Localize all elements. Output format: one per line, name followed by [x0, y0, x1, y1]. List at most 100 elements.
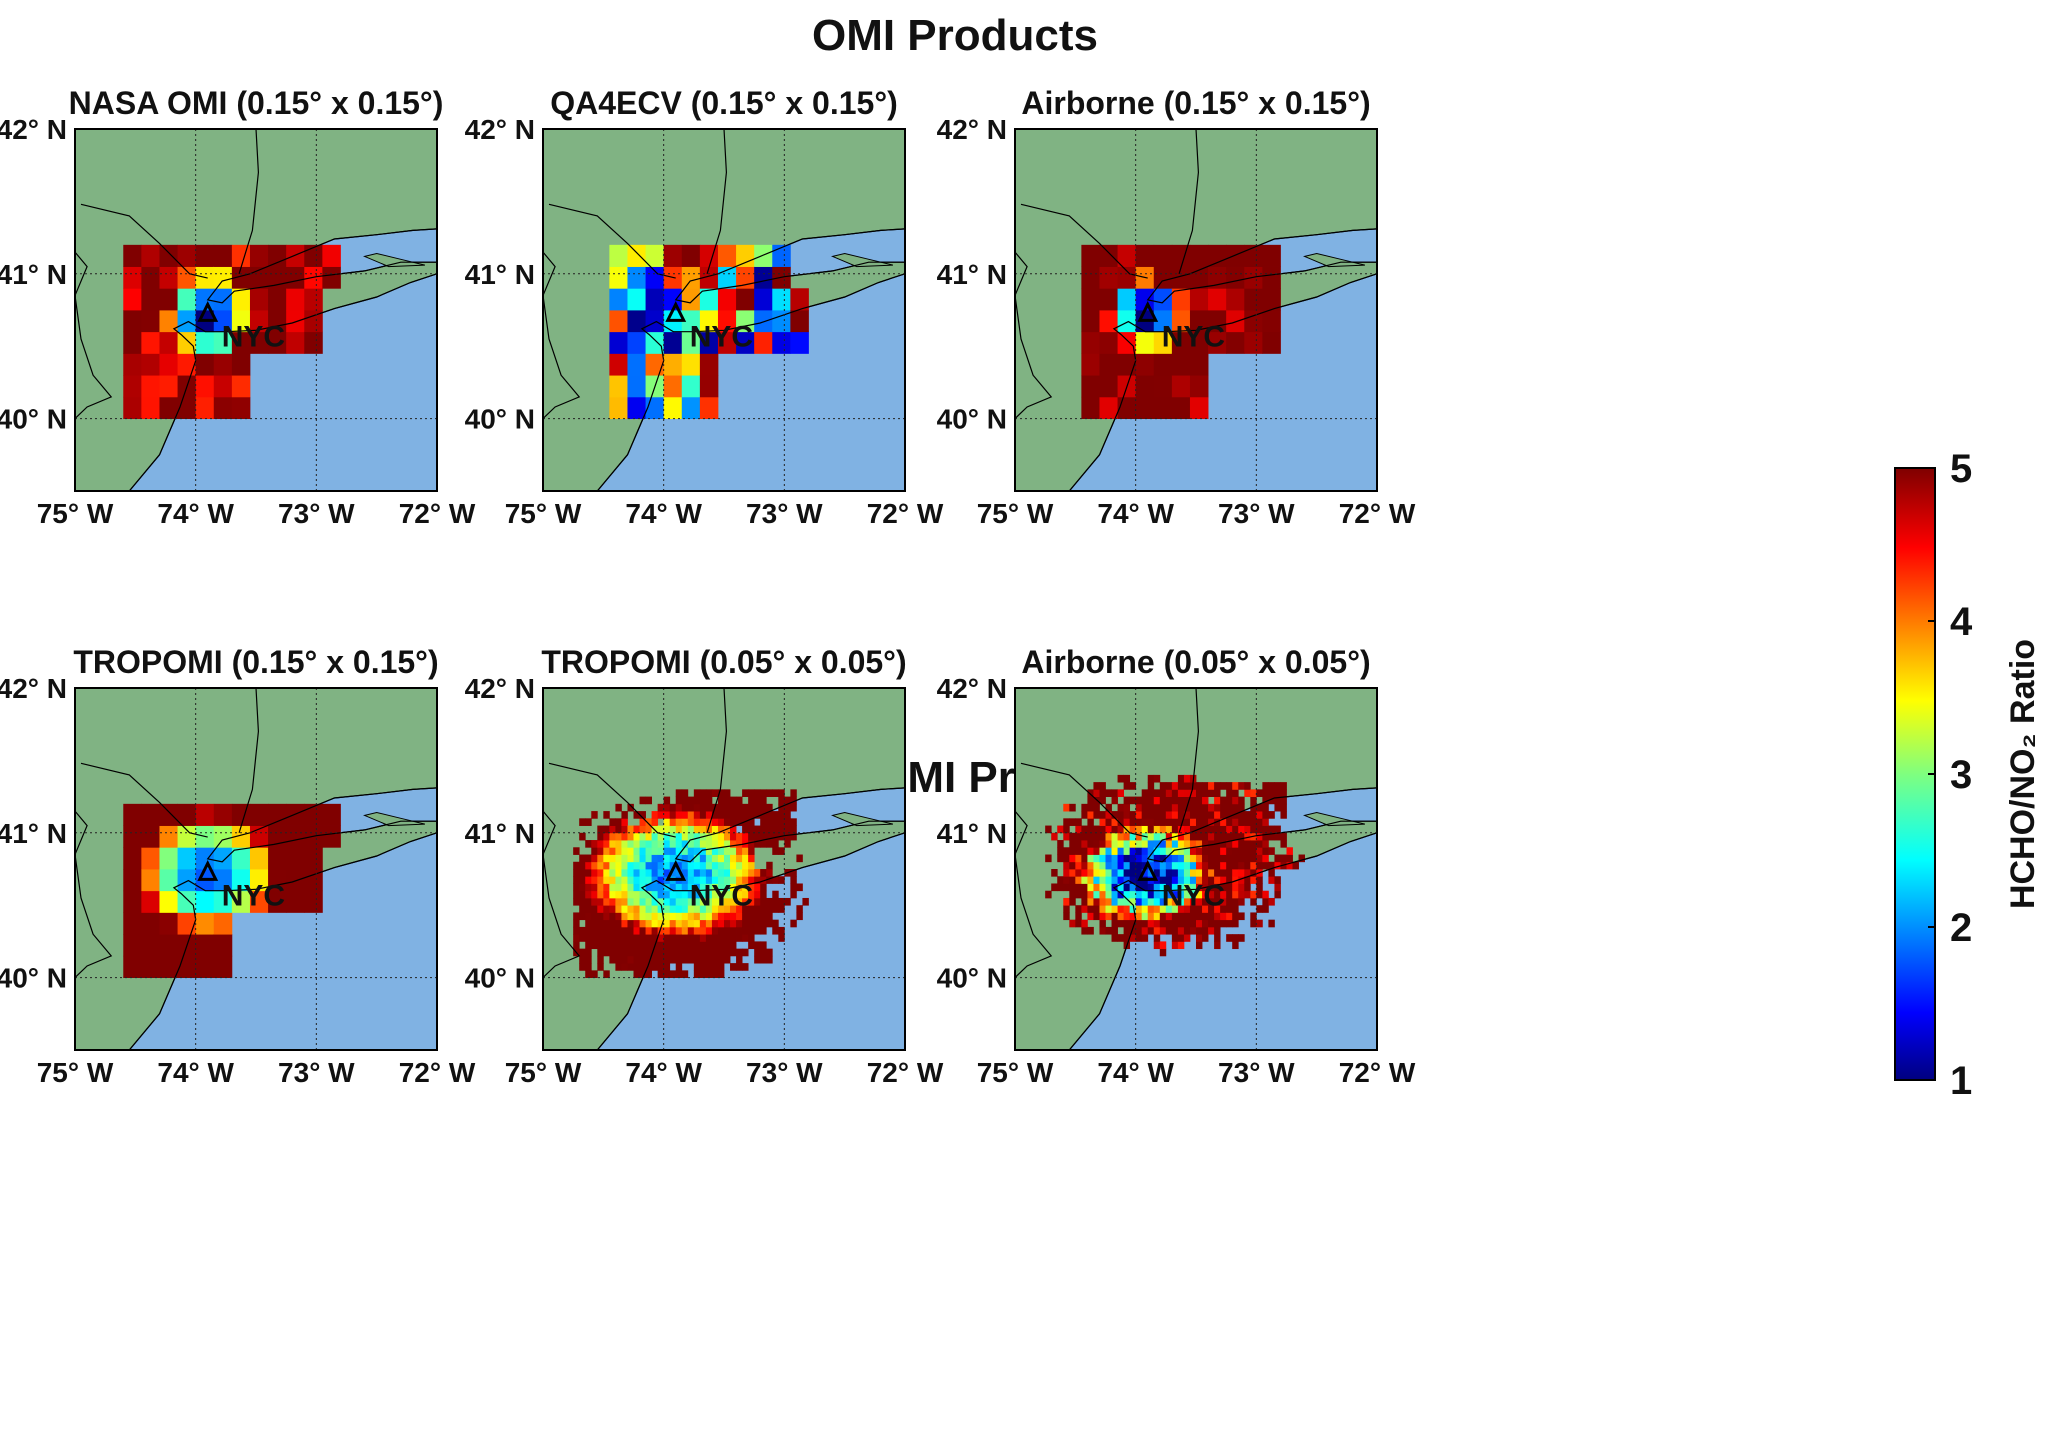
coastline: [1015, 787, 1377, 1050]
grid-cell: [213, 890, 233, 913]
grid-cell: [1165, 861, 1173, 870]
grid-cell: [1099, 854, 1106, 863]
grid-cell: [1141, 883, 1149, 892]
grid-cell: [1189, 310, 1209, 333]
grid-cell: [1057, 840, 1064, 848]
grid-cell: [766, 869, 773, 877]
grid-cell: [724, 926, 731, 935]
grid-cell: [651, 861, 659, 870]
grid-cell: [742, 847, 749, 855]
grid-cell: [621, 897, 628, 906]
grid-cell: [1129, 818, 1137, 826]
grid-cell: [597, 948, 604, 957]
grid-cell: [1051, 883, 1058, 892]
lat-tick-label: 41° N: [937, 259, 1007, 290]
grid-cell: [790, 789, 797, 797]
grid-cell: [1099, 789, 1106, 797]
grid-cell: [1244, 310, 1263, 333]
grid-cell: [597, 912, 604, 921]
grid-cell: [627, 331, 646, 354]
grid-cell: [772, 890, 779, 899]
grid-cell: [1238, 832, 1245, 841]
grid-cell: [1087, 890, 1094, 899]
grid-cell: [711, 861, 719, 870]
grid-cell: [1196, 818, 1203, 826]
grid-cell: [1262, 818, 1269, 826]
grid-cell: [693, 926, 701, 935]
grid-cell: [663, 955, 671, 964]
grid-cell: [579, 890, 586, 899]
grid-cell: [1220, 847, 1227, 855]
grid-cell: [1129, 861, 1137, 870]
grid-cell: [1232, 832, 1239, 841]
grid-cell: [633, 970, 640, 978]
grid-cell: [1171, 869, 1179, 877]
grid-cell: [141, 955, 160, 978]
grid-cell: [1087, 869, 1094, 877]
grid-cell: [1238, 811, 1245, 819]
grid-cell: [675, 825, 683, 834]
grid-cell: [177, 912, 197, 935]
grid-cell: [724, 905, 731, 913]
grid-cell: [1165, 796, 1173, 805]
grid-cell: [645, 832, 652, 841]
grid-cell: [669, 840, 677, 848]
grid-cell: [1208, 803, 1215, 812]
grid-cell: [579, 963, 586, 971]
grid-cell: [736, 331, 755, 354]
grid-cell: [615, 847, 622, 855]
grid-cell: [213, 934, 233, 957]
grid-cell: [645, 825, 652, 834]
grid-cell: [1099, 897, 1106, 906]
grid-cell: [669, 847, 677, 855]
grid-cell: [711, 840, 719, 848]
grid-cell: [663, 861, 671, 870]
grid-cell: [1081, 854, 1088, 863]
grid-cell: [1135, 934, 1143, 942]
grid-cell: [1147, 890, 1155, 899]
grid-cell: [1226, 811, 1233, 819]
grid-cell: [268, 825, 287, 848]
grid-cell: [1141, 796, 1149, 805]
grid-cell: [1141, 926, 1149, 935]
grid-cell: [1226, 912, 1233, 921]
grid-cell: [159, 955, 178, 978]
grid-cell: [1087, 832, 1094, 841]
grid-cell: [1135, 375, 1155, 398]
grid-cell: [736, 948, 743, 957]
grid-cell: [651, 818, 659, 826]
grid-cell: [1208, 288, 1227, 311]
grid-cell: [213, 912, 233, 935]
grid-cell: [699, 266, 719, 289]
grid-cell: [1069, 883, 1076, 892]
grid-cell: [699, 375, 719, 398]
state-border: [1178, 129, 1200, 274]
grid-cell: [1093, 883, 1100, 892]
grid-cell: [657, 869, 665, 877]
grid-cell: [1232, 919, 1239, 928]
grid-cell: [1099, 883, 1106, 892]
grid-cell: [585, 926, 592, 935]
grid-cell: [645, 912, 652, 921]
grid-cell: [621, 941, 628, 950]
lon-tick-label: 74° W: [157, 1057, 234, 1088]
grid-cell: [681, 288, 701, 311]
grid-cell: [1165, 847, 1173, 855]
grid-cell: [651, 847, 659, 855]
grid-cell: [579, 832, 586, 841]
grid-cell: [1208, 861, 1215, 870]
grid-cell: [1226, 803, 1233, 812]
grid-cell: [736, 876, 743, 884]
grid-cell: [579, 861, 586, 870]
grid-cell: [1196, 941, 1203, 950]
grid-cell: [1196, 811, 1203, 819]
grid-cell: [1105, 832, 1112, 841]
grid-cell: [711, 919, 719, 928]
grid-cell: [1183, 818, 1191, 826]
grid-cell: [609, 244, 628, 267]
grid-cell: [1159, 782, 1167, 790]
grid-cell: [693, 963, 701, 971]
grid-cell: [1153, 854, 1161, 863]
grid-cell: [1057, 876, 1064, 884]
lon-tick-label: 72° W: [399, 498, 476, 529]
